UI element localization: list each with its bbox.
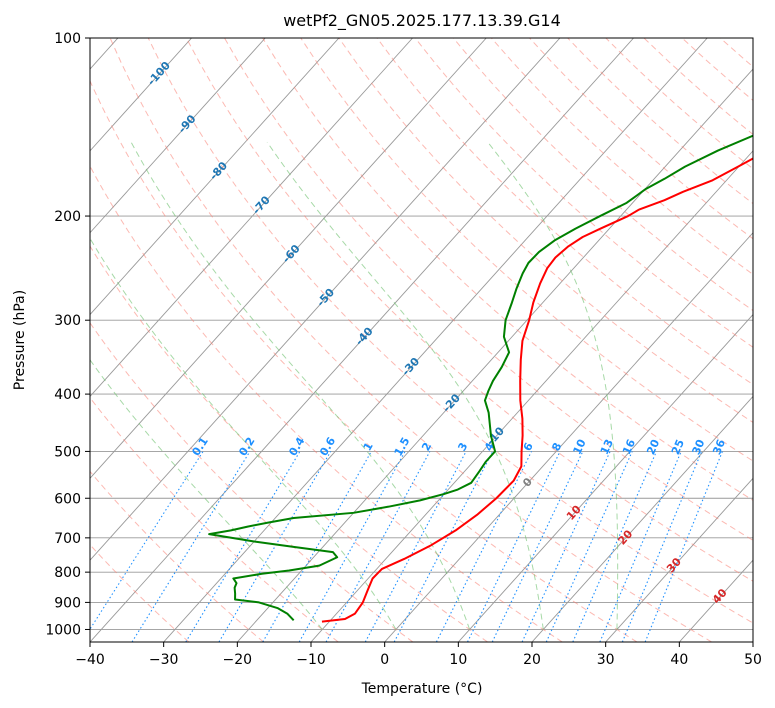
dry-adiabat bbox=[90, 470, 264, 642]
mixing-ratio-line bbox=[599, 451, 682, 642]
dry-adiabat bbox=[90, 396, 339, 642]
isotherm-line bbox=[384, 232, 753, 642]
dry-adiabat bbox=[147, 38, 753, 624]
dry-adiabat bbox=[758, 38, 775, 642]
x-tick-label: 0 bbox=[380, 652, 389, 668]
dry-adiabat bbox=[452, 38, 753, 312]
y-tick-label: 200 bbox=[54, 209, 81, 225]
mixing-ratio-line bbox=[298, 451, 406, 642]
mixing-ratio-line bbox=[621, 451, 703, 642]
mixing-ratio-label: 0.4 bbox=[286, 435, 307, 459]
y-tick-label: 900 bbox=[54, 595, 81, 611]
mixing-ratio-line bbox=[572, 451, 657, 642]
y-axis: 100 200 300 400 500 600 700 800 900 1000 bbox=[45, 31, 90, 638]
y-tick-label: 700 bbox=[54, 531, 81, 547]
isotherm-line bbox=[310, 150, 753, 642]
mixing-ratio-line bbox=[521, 451, 611, 642]
mixing-ratio-line bbox=[90, 451, 204, 631]
temperature-profile-line bbox=[321, 157, 753, 623]
dewpoint-profile-line bbox=[208, 134, 753, 622]
isotherm-line bbox=[90, 38, 634, 642]
mixing-ratio-label: 36 bbox=[710, 437, 728, 456]
x-tick-label: 30 bbox=[597, 652, 615, 668]
mixing-ratio-line bbox=[435, 451, 533, 642]
isotherm-line bbox=[90, 38, 192, 152]
dry-adiabat bbox=[90, 322, 414, 642]
moist-adiabat bbox=[130, 141, 471, 630]
isotherm-line bbox=[457, 313, 753, 642]
y-tick-label: 400 bbox=[54, 387, 81, 403]
dry-adiabat bbox=[605, 38, 753, 170]
isotherm-line bbox=[531, 395, 753, 642]
isotherm-line bbox=[90, 38, 561, 561]
plot-frame bbox=[89, 37, 754, 643]
isotherm-line bbox=[605, 477, 753, 642]
isotherm-line bbox=[90, 38, 413, 398]
chart-title: wetPf2_GN05.2025.177.13.39.G14 bbox=[283, 11, 561, 31]
dry-adiabat bbox=[262, 38, 753, 501]
moist-adiabat bbox=[266, 141, 544, 630]
isotherm-line bbox=[236, 68, 753, 642]
dry-adiabat bbox=[643, 38, 753, 136]
moist-adiabat bbox=[90, 359, 323, 630]
isotherm-line bbox=[90, 38, 266, 234]
moist-adiabat bbox=[487, 141, 619, 630]
x-axis-title: Temperature (°C) bbox=[361, 681, 483, 697]
x-tick-label: −40 bbox=[75, 652, 105, 668]
mixing-ratio-line bbox=[491, 451, 584, 642]
mixing-ratio-label: 20 bbox=[644, 437, 662, 457]
mixing-ratio-line bbox=[325, 451, 431, 642]
y-axis-title: Pressure (hPa) bbox=[12, 290, 28, 390]
x-tick-label: 20 bbox=[523, 652, 541, 668]
dry-adiabat bbox=[491, 38, 753, 276]
mixing-ratio-label: 25 bbox=[669, 437, 687, 456]
x-tick-label: −10 bbox=[296, 652, 326, 668]
isotherm-line bbox=[90, 38, 487, 479]
y-tick-label: 600 bbox=[54, 491, 81, 507]
mixing-ratio-line bbox=[467, 451, 561, 642]
dry-adiabat bbox=[376, 38, 753, 386]
dry-adiabat bbox=[681, 38, 753, 101]
plot-area: 0.1 0.2 0.4 0.6 1 1.5 2 3 4 6 8 10 13 16 20 25 30 36-100-… bbox=[90, 38, 775, 642]
x-axis: −40 −30 −20 −10 0 10 20 30 40 50 bbox=[75, 642, 762, 668]
x-tick-label: 50 bbox=[744, 652, 762, 668]
mixing-ratio-line bbox=[131, 451, 251, 642]
mixing-ratio-label: 30 bbox=[690, 437, 708, 456]
mixing-ratio-label: 0.1 bbox=[189, 435, 210, 458]
dry-adiabat bbox=[90, 165, 563, 642]
mixing-ratio-line bbox=[545, 451, 633, 642]
x-tick-label: 40 bbox=[670, 652, 688, 668]
mixing-ratio-line bbox=[644, 451, 723, 642]
mixing-ratio-label: 0.2 bbox=[236, 435, 257, 458]
dry-adiabat bbox=[109, 38, 713, 642]
dry-adiabat bbox=[90, 544, 190, 642]
mixing-ratio-label: 1.5 bbox=[392, 435, 413, 458]
mixing-ratio-line bbox=[218, 451, 332, 642]
y-tick-label: 1000 bbox=[45, 622, 81, 638]
isotherm-line bbox=[678, 559, 753, 642]
y-tick-label: 100 bbox=[54, 31, 81, 47]
mixing-ratio-label: 0.6 bbox=[317, 435, 338, 459]
y-tick-label: 300 bbox=[54, 313, 81, 329]
mixing-ratio-line bbox=[185, 451, 301, 642]
y-tick-label: 500 bbox=[54, 444, 81, 460]
dry-adiabat bbox=[224, 38, 753, 541]
x-tick-label: 10 bbox=[449, 652, 467, 668]
dry-adiabat bbox=[719, 38, 753, 68]
isotherm-line bbox=[90, 38, 340, 316]
dry-adiabat bbox=[567, 38, 753, 205]
dry-adiabat bbox=[90, 245, 488, 642]
x-tick-label: −20 bbox=[223, 652, 253, 668]
mixing-ratio-label: 10 bbox=[570, 437, 588, 457]
dry-adiabat bbox=[414, 38, 753, 348]
dry-adiabat bbox=[529, 38, 753, 240]
mixing-ratio-label: 13 bbox=[598, 437, 616, 456]
mixing-ratio-line bbox=[393, 451, 494, 642]
x-tick-label: −30 bbox=[149, 652, 179, 668]
y-tick-label: 800 bbox=[54, 565, 81, 581]
mixing-ratio-label: 16 bbox=[620, 437, 638, 457]
isotherm-line bbox=[752, 641, 753, 642]
